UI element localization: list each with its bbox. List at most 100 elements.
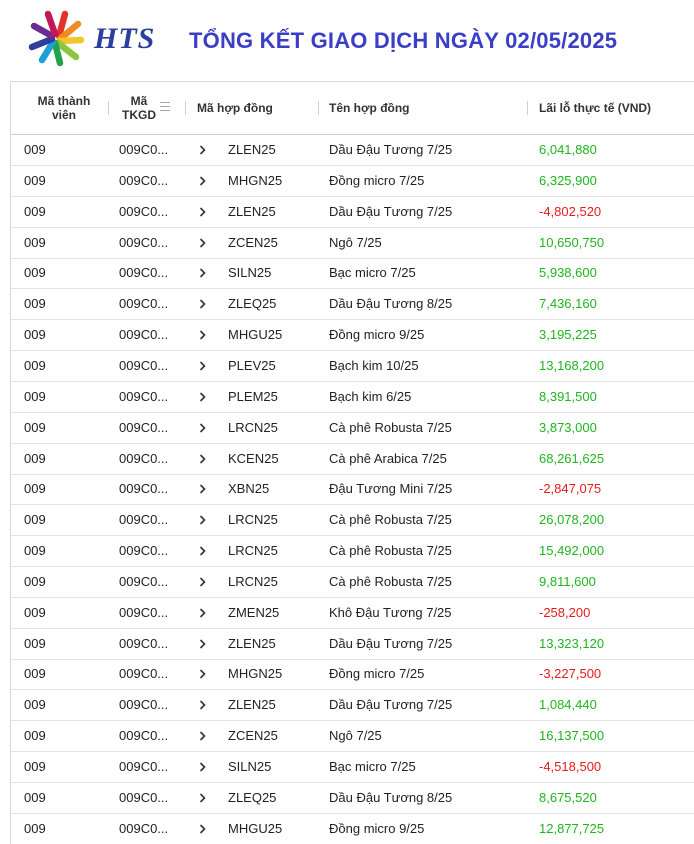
cell-member: 009 <box>24 759 46 774</box>
cell-account: 009C0... <box>119 142 169 157</box>
expand-chevron-icon[interactable] <box>199 176 206 186</box>
cell-member: 009 <box>24 327 46 343</box>
table-row[interactable]: 009 009C0... LRCN25 Cà phê Robusta 7/25 15,4… <box>11 536 694 568</box>
cell-pnl: 3,195,225 <box>539 327 597 343</box>
table-row[interactable]: 009 009C0... LRCN25 Cà phê Robusta 7/25 9,81… <box>11 567 694 598</box>
expand-chevron-icon[interactable] <box>199 330 206 340</box>
table-row[interactable]: 009 009C0... MHGN25 Đồng micro 7/25 6,325,90… <box>11 166 694 197</box>
cell-member: 009 <box>24 419 46 435</box>
cell-contract-code: SILN25 <box>228 759 272 774</box>
column-separator[interactable] <box>527 101 528 115</box>
cell-contract-name: Bạc micro 7/25 <box>329 759 416 774</box>
column-separator[interactable] <box>318 101 319 115</box>
expand-chevron-icon[interactable] <box>199 546 206 556</box>
table-row[interactable]: 009 009C0... XBN25 Đậu Tương Mini 7/25 -2,84… <box>11 474 694 506</box>
expand-chevron-icon[interactable] <box>199 145 206 155</box>
cell-contract-name: Ngô 7/25 <box>329 234 382 250</box>
col-header-member-line2: viên <box>51 108 76 122</box>
cell-contract-name: Cà phê Arabica 7/25 <box>329 450 447 466</box>
cell-pnl: 15,492,000 <box>539 543 605 559</box>
table-row[interactable]: 009 009C0... LRCN25 Cà phê Robusta 7/25 26,0… <box>11 505 694 537</box>
table-row[interactable]: 009 009C0... SILN25 Bạc micro 7/25 5,938,600 <box>11 258 694 290</box>
cell-member: 009 <box>24 388 46 404</box>
table-row[interactable]: 009 009C0... ZLEN25 Dầu Đậu Tương 7/25 1,084… <box>11 690 694 722</box>
expand-chevron-icon[interactable] <box>199 608 206 618</box>
grid-header: Mã thành viên Mã TKGD Mã hợp đồng Tên hợ… <box>11 82 694 135</box>
cell-account: 009C0... <box>119 789 169 805</box>
col-header-contract-code[interactable]: Mã hợp đồng <box>197 101 273 115</box>
expand-chevron-icon[interactable] <box>199 423 206 433</box>
column-separator[interactable] <box>185 101 186 115</box>
cell-member: 009 <box>24 296 46 312</box>
column-separator[interactable] <box>108 101 109 115</box>
expand-chevron-icon[interactable] <box>199 639 206 649</box>
table-row[interactable]: 009 009C0... ZLEQ25 Dầu Đậu Tương 8/25 8,675… <box>11 783 694 814</box>
expand-chevron-icon[interactable] <box>199 762 206 772</box>
cell-account: 009C0... <box>119 543 169 559</box>
cell-pnl: -4,802,520 <box>539 203 602 219</box>
cell-pnl: 16,137,500 <box>539 728 605 744</box>
table-row[interactable]: 009 009C0... ZLEQ25 Dầu Đậu Tương 8/25 7,436… <box>11 289 694 321</box>
table-row[interactable]: 009 009C0... PLEV25 Bạch kim 10/25 13,168,20… <box>11 351 694 382</box>
cell-pnl: 8,675,520 <box>539 789 597 805</box>
cell-contract-name: Dầu Đậu Tương 8/25 <box>329 296 453 312</box>
cell-member: 009 <box>24 450 46 466</box>
expand-chevron-icon[interactable] <box>199 577 206 587</box>
expand-chevron-icon[interactable] <box>199 237 206 248</box>
cell-member: 009 <box>24 172 46 188</box>
expand-chevron-icon[interactable] <box>199 669 206 680</box>
col-header-contract-name[interactable]: Tên hợp đồng <box>329 101 410 115</box>
cell-pnl: 13,168,200 <box>539 357 605 373</box>
cell-contract-name: Dầu Đậu Tương 7/25 <box>329 203 453 219</box>
cell-pnl: -258,200 <box>539 604 591 620</box>
table-row[interactable]: 009 009C0... ZMEN25 Khô Đậu Tương 7/25 -258,… <box>11 598 694 629</box>
cell-contract-code: XBN25 <box>228 481 270 497</box>
cell-contract-name: Dầu Đậu Tương 7/25 <box>329 635 453 651</box>
expand-chevron-icon[interactable] <box>199 207 206 217</box>
table-row[interactable]: 009 009C0... ZLEN25 Dầu Đậu Tương 7/25 13,32… <box>11 629 694 660</box>
table-row[interactable]: 009 009C0... ZCEN25 Ngô 7/25 10,650,750 <box>11 228 694 259</box>
expand-chevron-icon[interactable] <box>199 453 206 464</box>
table-row[interactable]: 009 009C0... PLEM25 Bạch kim 6/25 8,391,500 <box>11 382 694 413</box>
expand-chevron-icon[interactable] <box>199 700 206 710</box>
cell-contract-name: Đồng micro 7/25 <box>329 666 425 682</box>
cell-pnl: 68,261,625 <box>539 450 605 466</box>
cell-contract-code: PLEM25 <box>228 388 278 404</box>
cell-member: 009 <box>24 635 46 651</box>
cell-pnl: 6,041,880 <box>539 142 597 157</box>
cell-account: 009C0... <box>119 172 169 188</box>
col-header-pnl[interactable]: Lãi lỗ thực tế (VND) <box>539 101 652 115</box>
cell-contract-code: ZLEN25 <box>228 635 276 651</box>
expand-chevron-icon[interactable] <box>199 484 206 494</box>
table-row[interactable]: 009 009C0... SILN25 Bạc micro 7/25 -4,518,50… <box>11 752 694 783</box>
cell-contract-name: Ngô 7/25 <box>329 728 382 744</box>
cell-contract-code: LRCN25 <box>228 543 278 559</box>
table-row[interactable]: 009 009C0... ZLEN25 Dầu Đậu Tương 7/25 6,041… <box>11 135 694 166</box>
table-row[interactable]: 009 009C0... LRCN25 Cà phê Robusta 7/25 3,87… <box>11 413 694 444</box>
cell-member: 009 <box>24 481 46 497</box>
table-row[interactable]: 009 009C0... ZLEN25 Dầu Đậu Tương 7/25 -4,80… <box>11 197 694 228</box>
cell-member: 009 <box>24 820 46 836</box>
expand-chevron-icon[interactable] <box>199 731 206 741</box>
table-row[interactable]: 009 009C0... MHGN25 Đồng micro 7/25 -3,227,5… <box>11 659 694 691</box>
expand-chevron-icon[interactable] <box>199 268 206 278</box>
expand-chevron-icon[interactable] <box>199 299 206 309</box>
cell-pnl: -3,227,500 <box>539 666 602 682</box>
table-row[interactable]: 009 009C0... MHGU25 Đồng micro 9/25 12,877,7… <box>11 814 694 844</box>
cell-account: 009C0... <box>119 327 169 343</box>
table-row[interactable]: 009 009C0... KCEN25 Cà phê Arabica 7/25 68,2… <box>11 444 694 475</box>
expand-chevron-icon[interactable] <box>199 361 206 371</box>
table-row[interactable]: 009 009C0... MHGU25 Đồng micro 9/25 3,195,22… <box>11 320 694 352</box>
cell-account: 009C0... <box>119 450 169 466</box>
expand-chevron-icon[interactable] <box>199 515 206 525</box>
cell-contract-code: MHGU25 <box>228 327 283 343</box>
column-menu-icon[interactable] <box>160 102 170 111</box>
expand-chevron-icon[interactable] <box>199 392 206 402</box>
col-header-member[interactable]: Mã thành viên <box>24 82 104 134</box>
expand-chevron-icon[interactable] <box>199 793 206 803</box>
table-row[interactable]: 009 009C0... ZCEN25 Ngô 7/25 16,137,500 <box>11 721 694 753</box>
cell-pnl: 13,323,120 <box>539 635 605 651</box>
col-header-account[interactable]: Mã TKGD <box>119 82 159 134</box>
cell-contract-name: Dầu Đậu Tương 7/25 <box>329 142 453 157</box>
expand-chevron-icon[interactable] <box>199 824 206 834</box>
